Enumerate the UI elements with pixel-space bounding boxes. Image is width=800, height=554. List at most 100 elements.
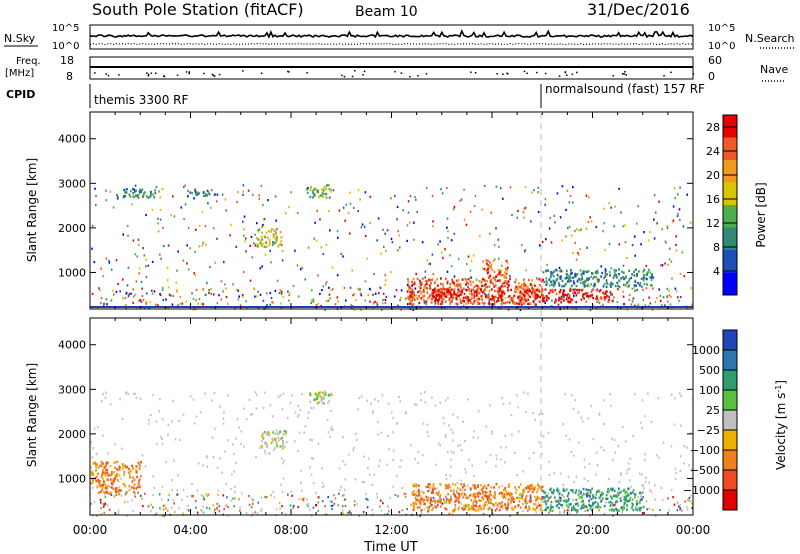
region-cell — [525, 501, 528, 505]
data-cell — [368, 287, 371, 290]
region-cell — [423, 290, 425, 293]
region-cell — [429, 483, 431, 486]
data-cell — [405, 493, 407, 496]
data-cell — [162, 298, 164, 302]
region-cell — [481, 298, 484, 301]
region-cell — [536, 491, 538, 494]
region-cell — [552, 284, 555, 288]
region-cell — [133, 483, 136, 486]
region-cell — [515, 302, 518, 305]
data-cell — [571, 506, 573, 510]
data-cell — [538, 244, 541, 247]
data-cell — [575, 258, 578, 261]
region-cell — [485, 487, 488, 490]
data-cell — [467, 503, 470, 506]
data-cell — [450, 450, 453, 453]
data-cell — [337, 300, 339, 303]
data-cell — [223, 261, 225, 264]
colorbar-frame — [722, 329, 738, 511]
region-cell — [507, 498, 510, 501]
data-cell — [342, 255, 344, 258]
region-cell — [580, 505, 583, 508]
data-cell — [652, 508, 654, 511]
region-cell — [498, 269, 500, 272]
data-cell — [125, 292, 128, 295]
data-cell — [353, 293, 355, 296]
data-cell — [237, 298, 240, 301]
data-cell — [494, 258, 496, 261]
data-cell — [669, 247, 671, 250]
region-cell — [485, 500, 488, 504]
region-cell — [507, 289, 509, 292]
region-cell — [501, 285, 504, 288]
data-cell — [542, 435, 545, 438]
data-cell — [397, 249, 399, 252]
region-cell — [523, 293, 525, 297]
region-cell — [103, 466, 106, 469]
region-cell — [91, 478, 94, 481]
data-cell — [659, 294, 661, 297]
data-cell — [265, 496, 268, 499]
data-cell — [396, 205, 399, 209]
region-cell — [309, 393, 312, 397]
data-cell — [486, 503, 488, 506]
region-cell — [515, 278, 517, 281]
data-cell — [489, 404, 491, 407]
data-cell — [162, 226, 164, 229]
region-cell — [505, 281, 508, 284]
data-cell — [595, 473, 597, 476]
region-cell — [574, 291, 576, 295]
data-cell — [534, 418, 536, 421]
region-cell — [262, 437, 265, 440]
region-cell — [99, 483, 101, 486]
data-cell — [238, 295, 240, 298]
data-cell — [310, 406, 312, 409]
region-cell — [633, 270, 635, 274]
region-cell — [434, 291, 437, 294]
region-cell — [567, 300, 569, 303]
region-cell — [622, 276, 624, 279]
data-cell — [648, 481, 650, 484]
data-cell — [589, 308, 592, 311]
region-cell — [548, 278, 551, 281]
data-cell — [645, 287, 648, 290]
region-cell — [262, 432, 264, 435]
colorbar-tick-label: −500 — [690, 464, 720, 477]
region-cell — [583, 297, 585, 300]
data-cell — [614, 273, 616, 276]
data-cell — [628, 467, 631, 470]
region-cell — [494, 276, 496, 279]
region-cell — [410, 291, 412, 294]
region-cell — [525, 496, 527, 499]
region-cell — [558, 506, 560, 510]
region-cell — [529, 283, 532, 286]
region-cell — [635, 503, 638, 506]
region-cell — [455, 296, 458, 300]
data-cell — [382, 299, 384, 302]
region-cell — [467, 299, 470, 302]
region-cell — [572, 288, 575, 292]
region-cell — [454, 284, 456, 287]
data-cell — [478, 499, 481, 502]
data-cell — [206, 465, 209, 468]
region-cell — [413, 506, 416, 510]
region-cell — [322, 402, 324, 405]
region-cell — [495, 275, 497, 278]
data-cell — [469, 269, 472, 272]
data-cell — [222, 494, 225, 497]
region-cell — [634, 493, 637, 496]
data-cell — [414, 196, 416, 199]
region-cell — [406, 290, 409, 293]
region-cell — [451, 288, 453, 291]
region-cell — [279, 445, 282, 448]
region-cell — [458, 506, 460, 509]
region-cell — [433, 288, 436, 291]
data-cell — [351, 269, 353, 272]
data-cell — [402, 209, 404, 212]
region-cell — [465, 283, 467, 286]
region-cell — [477, 286, 480, 289]
region-cell — [133, 486, 135, 490]
region-cell — [110, 473, 113, 476]
region-cell — [268, 239, 271, 242]
data-cell — [592, 438, 595, 441]
